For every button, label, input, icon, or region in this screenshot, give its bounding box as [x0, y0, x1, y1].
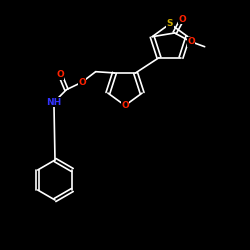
- Text: O: O: [56, 70, 64, 79]
- Text: O: O: [178, 15, 186, 24]
- Text: O: O: [78, 78, 86, 87]
- Text: O: O: [121, 101, 129, 110]
- Text: O: O: [187, 37, 195, 46]
- Text: S: S: [167, 19, 173, 28]
- Text: NH: NH: [46, 98, 62, 107]
